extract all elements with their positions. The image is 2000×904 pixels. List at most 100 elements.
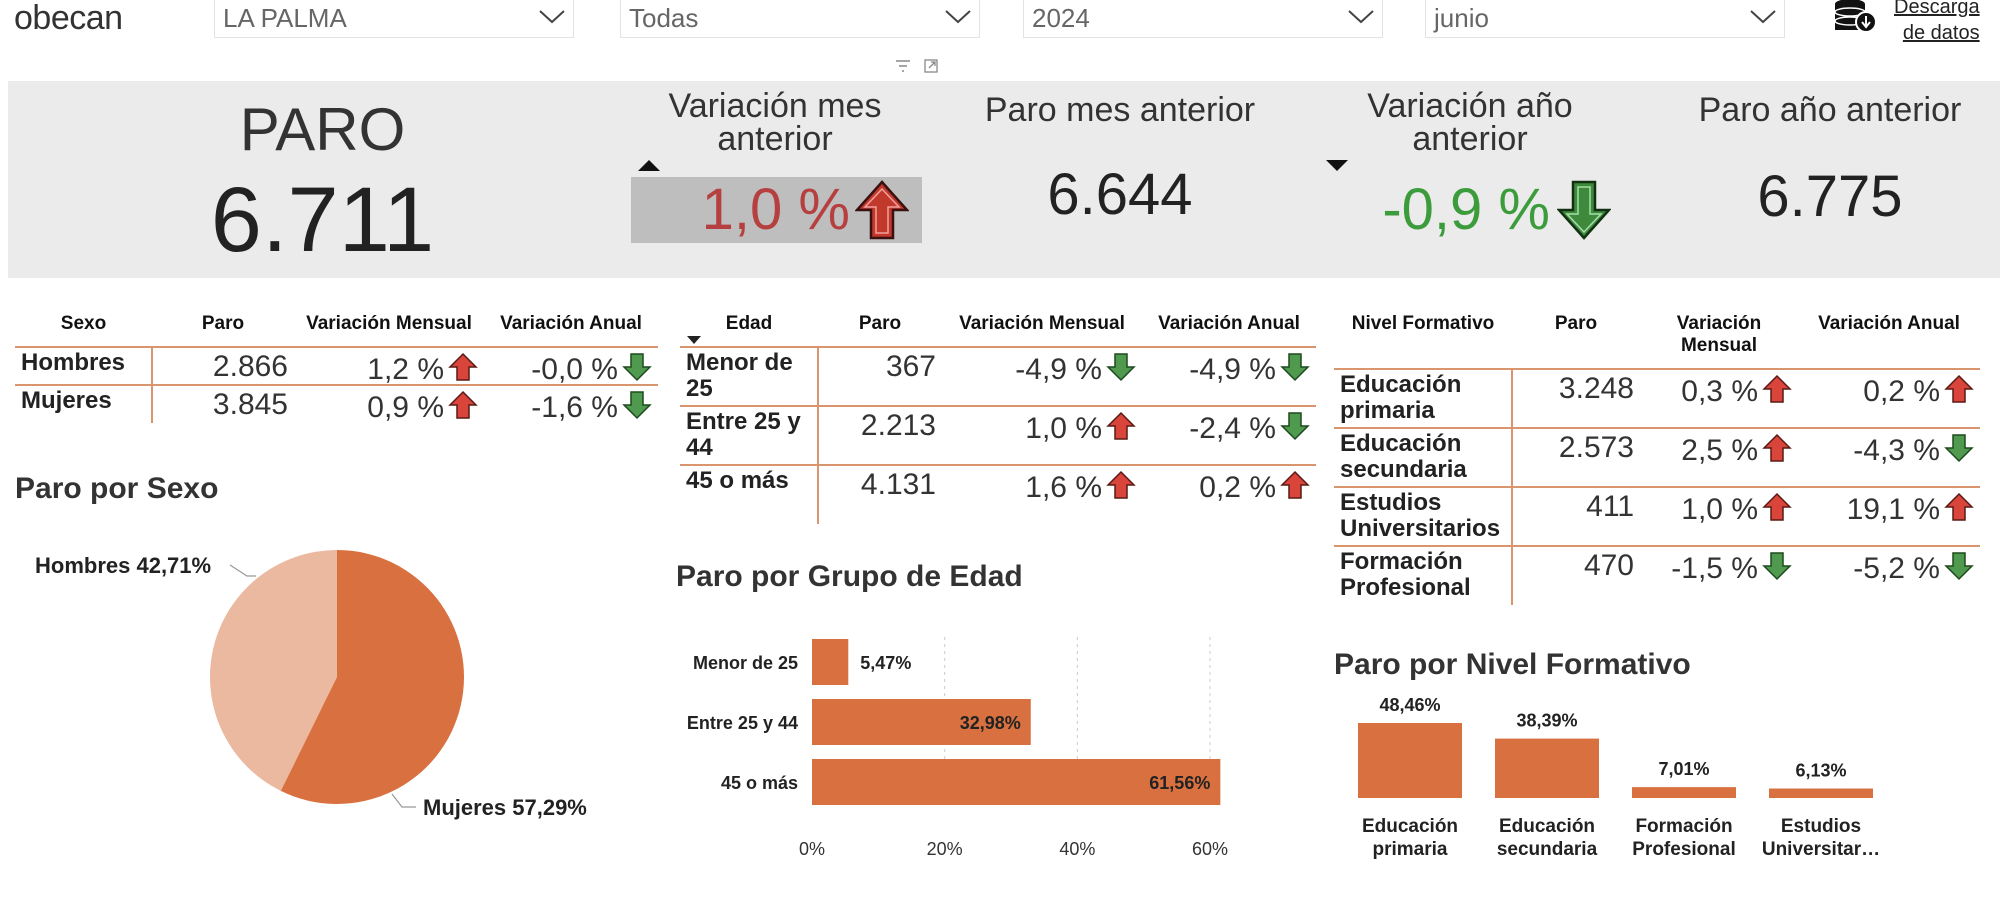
database-download-icon[interactable]	[1832, 0, 1878, 34]
row-label: Mujeres	[15, 384, 153, 423]
arrow-down-icon	[1280, 353, 1310, 382]
row-paro: 367	[818, 346, 942, 406]
row-var-mensual: 0,9 %	[294, 384, 484, 423]
table-row[interactable]: Mujeres 3.845 0,9 % -1,6 %	[15, 384, 658, 424]
var-anio-title-line1: Variación año	[1367, 87, 1573, 125]
col-header-paro: Paro	[201, 313, 245, 334]
x-tick-label: 0%	[799, 839, 825, 859]
datos-label: de datos	[1902, 22, 1980, 44]
x-category-label: Estudios	[1781, 816, 1861, 837]
row-var-anual: 0,2 %	[1142, 464, 1316, 524]
row-var-mensual-value: 1,0 %	[1681, 493, 1758, 526]
col-header-sexo: Sexo	[60, 313, 107, 334]
filter-municipio-dropdown[interactable]: Todas	[620, 0, 980, 38]
filter-anio-value: 2024	[1032, 3, 1090, 33]
x-tick-label: 40%	[1059, 839, 1095, 859]
row-var-mensual-value: 1,6 %	[1025, 471, 1102, 504]
var-anio-title: Variación año anterior	[1330, 87, 1610, 158]
row-label: 45 o más	[680, 464, 819, 524]
table-header: Nivel Formativo Paro Variación Mensual V…	[1334, 313, 1980, 369]
arrow-up-icon	[448, 390, 478, 419]
row-var-mensual: -4,9 %	[942, 346, 1142, 406]
table-row[interactable]: Estudios Universitarios 411 1,0 % 19,1 %	[1334, 486, 1980, 546]
table-row[interactable]: Educación primaria 3.248 0,3 % 0,2 %	[1334, 368, 1980, 428]
var-anio-title-line2: anterior	[1412, 120, 1528, 158]
col-header-edad: Edad	[725, 313, 773, 334]
bar	[812, 639, 849, 685]
arrow-up-icon	[1762, 374, 1792, 403]
col-header-paro: Paro	[858, 313, 902, 334]
filter-isla-dropdown[interactable]: LA PALMA	[214, 0, 574, 38]
sexo-table: Sexo Paro Variación Mensual Variación An…	[15, 313, 658, 423]
paro-value: 6.711	[210, 169, 435, 271]
row-label: Menor de 25	[680, 346, 819, 406]
row-var-anual-value: -1,6 %	[531, 391, 618, 424]
row-var-anual-value: 0,2 %	[1199, 471, 1276, 504]
y-category-label: Menor de 25	[693, 653, 798, 673]
y-category-label: Entre 25 y 44	[687, 713, 798, 733]
row-var-anual: -1,6 %	[484, 384, 658, 424]
section-title-sexo: Paro por Sexo	[15, 472, 219, 505]
chevron-down-icon	[945, 10, 971, 24]
row-var-anual-value: -4,3 %	[1853, 434, 1940, 467]
x-category-label: Educación	[1362, 816, 1458, 837]
arrow-down-icon	[1944, 434, 1974, 463]
arrow-up-icon	[1944, 374, 1974, 403]
row-var-anual: -2,4 %	[1142, 405, 1316, 465]
obecan-logo[interactable]: obecan	[14, 0, 123, 37]
x-tick-label: 60%	[1192, 839, 1228, 859]
row-paro: 2.573	[1512, 427, 1640, 487]
row-var-anual-value: 0,2 %	[1863, 375, 1940, 408]
row-var-mensual-value: -4,9 %	[1015, 353, 1102, 386]
filter-isla-value: LA PALMA	[223, 3, 347, 33]
row-paro: 411	[1512, 486, 1640, 546]
row-paro: 3.248	[1512, 368, 1640, 428]
row-var-mensual: 1,6 %	[942, 464, 1142, 524]
leader-line-mujeres	[391, 793, 416, 808]
filter-municipio-value: Todas	[629, 3, 699, 33]
x-category-label: secundaria	[1497, 839, 1598, 860]
row-var-mensual-value: 1,2 %	[367, 353, 444, 386]
row-var-anual-value: -2,4 %	[1189, 412, 1276, 445]
pie-slice-mujeres	[280, 550, 464, 804]
row-var-anual: 19,1 %	[1798, 486, 1980, 546]
pie-label-hombres: Hombres 42,71%	[35, 553, 211, 578]
row-label: Educación primaria	[1334, 368, 1513, 428]
table-row[interactable]: Hombres 2.866 1,2 % -0,0 %	[15, 346, 658, 386]
x-category-label: Educación	[1499, 816, 1595, 837]
table-row[interactable]: 45 o más 4.131 1,6 % 0,2 %	[680, 464, 1316, 524]
descarga-datos-link[interactable]: Descarga de datos	[1894, 0, 1980, 46]
var-mes-title: Variación mes anterior	[640, 89, 910, 156]
arrow-up-icon	[1106, 470, 1136, 499]
arrow-up-icon	[855, 180, 909, 240]
table-row[interactable]: Entre 25 y 44 2.213 1,0 % -2,4 %	[680, 405, 1316, 465]
bar-data-label: 7,01%	[1658, 759, 1709, 779]
bar	[812, 699, 1031, 745]
bar	[1358, 723, 1462, 798]
var-mes-value: 1,0 %	[701, 177, 850, 242]
table-row[interactable]: Formación Profesional 470 -1,5 % -5,2 %	[1334, 545, 1980, 605]
filter-mes-dropdown[interactable]: junio	[1425, 0, 1785, 38]
table-header: Edad Paro Variación Mensual Variación An…	[680, 313, 1316, 347]
col-header-nivel: Nivel Formativo	[1351, 313, 1495, 334]
filter-icon[interactable]	[896, 60, 910, 72]
row-var-anual: -0,0 %	[484, 346, 658, 385]
x-category-label: Universitar…	[1762, 839, 1880, 860]
bar-chart-nivel: 48,46%Educaciónprimaria38,39%Educaciónse…	[1358, 695, 1880, 860]
chevron-down-icon	[1750, 10, 1776, 24]
leader-line-hombres	[229, 564, 256, 577]
row-var-mensual: 2,5 %	[1640, 427, 1798, 487]
filter-anio-dropdown[interactable]: 2024	[1023, 0, 1383, 38]
focus-mode-icon[interactable]	[924, 59, 938, 73]
row-label: Entre 25 y 44	[680, 405, 819, 465]
table-row[interactable]: Educación secundaria 2.573 2,5 % -4,3 %	[1334, 427, 1980, 487]
row-var-anual-value: -5,2 %	[1853, 552, 1940, 585]
arrow-down-icon	[1280, 412, 1310, 441]
chevron-down-icon	[539, 10, 565, 24]
row-paro: 470	[1512, 545, 1640, 605]
bar-data-label: 6,13%	[1795, 761, 1846, 781]
arrow-up-icon	[448, 352, 478, 381]
arrow-down-icon	[1106, 353, 1136, 382]
table-row[interactable]: Menor de 25 367 -4,9 % -4,9 %	[680, 346, 1316, 406]
col-header-var-anual: Variación Anual	[1818, 313, 1960, 334]
